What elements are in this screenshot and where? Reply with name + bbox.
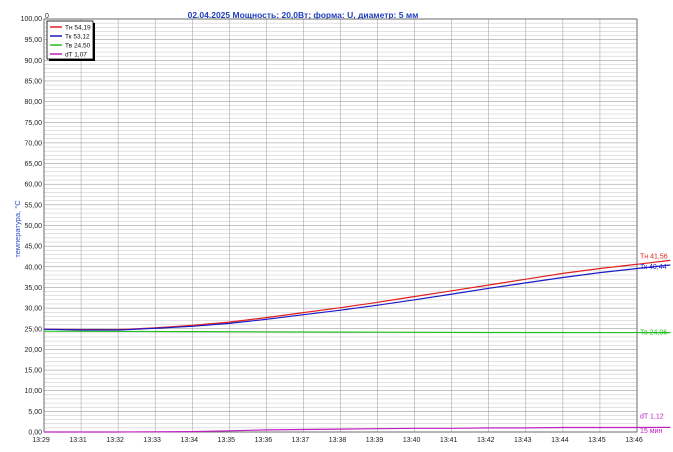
- x-tick-label: 13:32: [106, 437, 124, 444]
- x-tick-label: 13:40: [403, 437, 421, 444]
- plot-frame: [43, 18, 638, 433]
- x-tick-label: 13:36: [255, 437, 273, 444]
- legend-entry: Тн 54,19: [65, 24, 91, 31]
- series-line-dT: [44, 426, 671, 433]
- series-end-label: Тв 24,06: [640, 330, 667, 337]
- y-tick-label: 70,00: [24, 140, 42, 147]
- y-tick-label: 5,00: [28, 409, 42, 416]
- y-axis-label: температура, °С: [13, 200, 22, 258]
- y-tick-label: 100,00: [21, 16, 43, 23]
- legend: Тн 54,19 Тк 53,12 Тв 24,50 dT 1,07: [46, 20, 95, 61]
- x-tick-label: 13:43: [514, 437, 532, 444]
- x-tick-label: 13:35: [218, 437, 236, 444]
- end-labels: Тн 41,56 Тк 40,44 Тв 24,06 dT 1,12 15 мин: [640, 253, 668, 435]
- y-tick-label: 65,00: [24, 161, 42, 168]
- x-tick-label: 13:45: [588, 437, 606, 444]
- x-tick-label: 13:34: [180, 437, 198, 444]
- x-tick-label: 13:29: [32, 437, 50, 444]
- y-axis-ticks: 0,00 5,00 10,00 15,00 20,00 25,00 30,00 35,00 40…: [21, 13, 49, 437]
- x-tick-label: 13:44: [551, 437, 569, 444]
- y-tick-label: 15,00: [24, 368, 42, 375]
- x-tick-label: 13:42: [477, 437, 495, 444]
- x-tick-label: 13:39: [366, 437, 384, 444]
- y-tick-label: 35,00: [24, 285, 42, 292]
- x-tick-label: 13:33: [143, 437, 161, 444]
- extra-label: 15 мин: [640, 428, 662, 435]
- legend-entry: dT 1,07: [65, 51, 87, 58]
- y-tick-label: 40,00: [24, 264, 42, 271]
- y-tick-label: 10,00: [24, 388, 42, 395]
- series-end-label: Тк 40,44: [640, 264, 667, 271]
- y-tick-label: 50,00: [24, 223, 42, 230]
- y-tick-label: 90,00: [24, 58, 42, 65]
- y-tick-label: 95,00: [24, 37, 42, 44]
- series-line-Тв: [43, 330, 671, 334]
- series-end-label: Тн 41,56: [640, 253, 668, 260]
- y-top-zero-label: 0: [45, 13, 49, 20]
- y-tick-label: 55,00: [24, 202, 42, 209]
- y-tick-label: 80,00: [24, 99, 42, 106]
- legend-entry: Тв 24,50: [65, 42, 91, 49]
- x-axis-ticks: 13:29 13:31 13:32 13:33 13:34 13:35 13:36 13:37…: [32, 437, 643, 444]
- y-tick-label: 20,00: [24, 347, 42, 354]
- chart-title: 02.04.2025 Мощность: 20,0Вт; форма: U, д…: [188, 10, 419, 20]
- legend-entry: Тк 53,12: [65, 33, 90, 40]
- plot-lines: [43, 259, 671, 433]
- x-tick-label: 13:31: [69, 437, 87, 444]
- y-tick-label: 45,00: [24, 244, 42, 251]
- x-tick-label: 13:46: [625, 437, 643, 444]
- x-tick-label: 13:37: [292, 437, 310, 444]
- y-tick-label: 75,00: [24, 120, 42, 127]
- x-tick-label: 13:38: [329, 437, 347, 444]
- series-end-label: dT 1,12: [640, 413, 664, 420]
- y-tick-label: 30,00: [24, 306, 42, 313]
- y-tick-label: 25,00: [24, 326, 42, 333]
- y-tick-label: 60,00: [24, 182, 42, 189]
- y-tick-label: 0,00: [28, 430, 42, 437]
- x-tick-label: 13:41: [440, 437, 458, 444]
- series-line-Тк: [43, 264, 671, 331]
- y-tick-label: 85,00: [24, 78, 42, 85]
- grid: [43, 18, 638, 433]
